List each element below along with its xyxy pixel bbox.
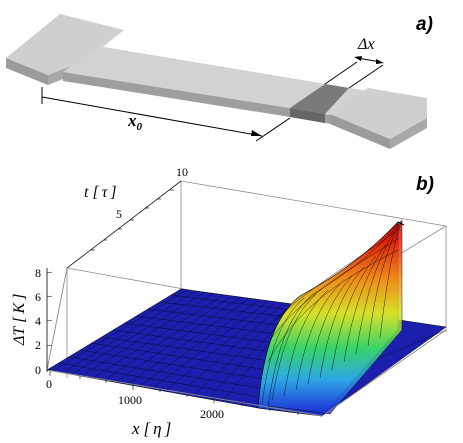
plot-box-front — [46, 267, 447, 417]
x-tick-2000: 2000 — [200, 407, 224, 421]
x-axis-ticks — [49, 371, 299, 415]
t-tick-10: 10 — [176, 165, 188, 179]
right-pad-side — [330, 114, 390, 149]
strip-side — [63, 72, 290, 117]
x-tick-0: 0 — [46, 377, 52, 391]
hotspot-region — [290, 84, 349, 114]
x0-arrowhead — [251, 130, 262, 136]
t-axis-ticks — [66, 180, 182, 269]
hotspot-side — [290, 108, 325, 123]
bridge-diagram: x0 Δx — [6, 14, 427, 149]
floor-mesh — [52, 289, 447, 411]
dx-right-extension — [348, 64, 384, 89]
x0-label: x0 — [127, 111, 143, 133]
right-pad-top — [330, 88, 427, 139]
x0-right-extension — [255, 117, 291, 142]
panel-a-label: a) — [416, 14, 433, 35]
left-pad-side — [6, 58, 48, 85]
t-axis-label: t[τ] — [84, 184, 117, 201]
x0-dimension-line — [41, 96, 263, 137]
y-tick-8: 8 — [35, 266, 41, 280]
dx-label: Δx — [357, 36, 375, 53]
y-axis-label: ΔT[K] — [11, 294, 28, 346]
x-axis-label: x[η] — [131, 419, 171, 438]
right-pad-front — [390, 118, 427, 149]
ridge-crest — [397, 221, 405, 226]
left-pad-top — [6, 14, 124, 75]
t-tick-5: 5 — [116, 207, 122, 221]
y-tick-4: 4 — [35, 314, 41, 328]
y-axis-ticks — [46, 271, 53, 371]
dx-arrowhead-right — [376, 59, 384, 64]
dx-arrowhead-left — [354, 56, 362, 61]
dx-left-extension — [324, 61, 358, 85]
ridge-mesh — [261, 221, 402, 405]
y-tick-2: 2 — [35, 338, 41, 352]
panel-b-label: b) — [416, 174, 434, 195]
x-tick-1000: 1000 — [118, 393, 142, 407]
y-tick-6: 6 — [35, 290, 41, 304]
surface-plot: 5 10 t[τ] 0 2 4 6 8 ΔT[K] 0 — [11, 165, 447, 438]
y-tick-0: 0 — [35, 363, 41, 377]
